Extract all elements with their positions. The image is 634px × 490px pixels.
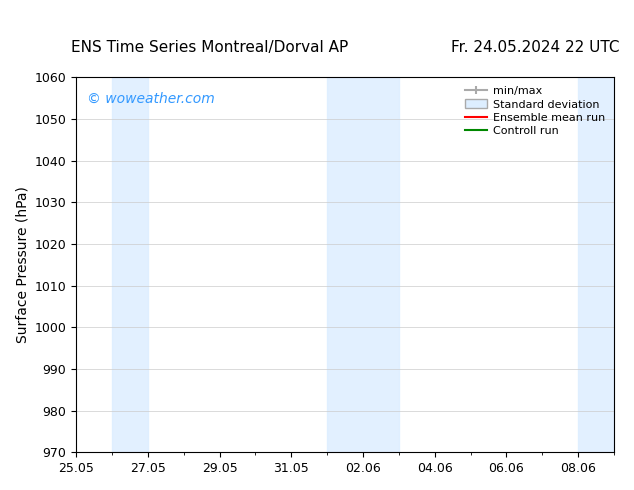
Bar — [327, 77, 399, 452]
Legend: min/max, Standard deviation, Ensemble mean run, Controll run: min/max, Standard deviation, Ensemble me… — [462, 83, 609, 140]
Text: ENS Time Series Montreal/Dorval AP: ENS Time Series Montreal/Dorval AP — [71, 40, 348, 54]
Bar — [578, 77, 614, 452]
Bar — [112, 77, 148, 452]
Y-axis label: Surface Pressure (hPa): Surface Pressure (hPa) — [15, 186, 29, 343]
Text: Fr. 24.05.2024 22 UTC: Fr. 24.05.2024 22 UTC — [451, 40, 619, 54]
Text: © woweather.com: © woweather.com — [87, 92, 215, 106]
